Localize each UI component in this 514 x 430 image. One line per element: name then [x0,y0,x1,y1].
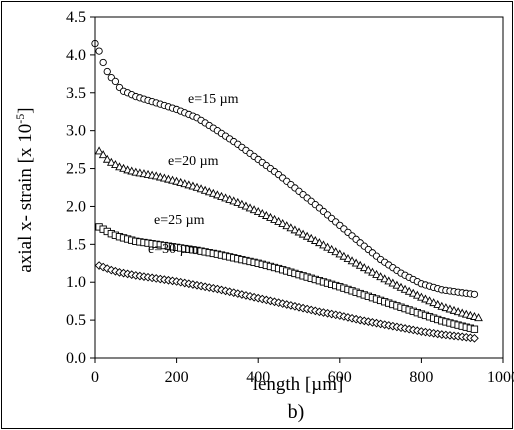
x-tick-label: 400 [246,369,270,386]
data-point [335,249,345,258]
y-tick-label: 0.5 [66,312,86,329]
y-tick-label: 4.0 [66,47,86,64]
data-point [282,221,292,230]
data-point [339,251,349,260]
data-point [302,231,312,240]
y-tick-label: 1.0 [66,274,86,291]
data-point [106,157,116,166]
data-point [111,160,120,169]
data-point [102,154,112,163]
data-point [474,313,483,322]
data-point [266,212,275,221]
data-point [429,298,438,307]
series-4 [94,261,479,343]
data-point [274,216,283,225]
data-point [425,296,434,305]
data-point [417,292,426,301]
y-axis-title-close: ] [15,107,36,113]
data-point [233,197,243,206]
data-point [286,223,296,232]
data-point [103,67,111,76]
data-point [412,290,422,299]
data-point [380,274,390,283]
y-tick-label: 0.0 [66,350,86,367]
y-tick-label: 4.5 [66,9,86,26]
y-tick-label: 2.5 [66,161,86,178]
series-2 [94,146,483,322]
series-3 [95,223,479,333]
data-point [94,146,104,155]
data-point [257,208,267,217]
data-point [470,325,479,333]
data-point [351,258,361,267]
x-tick-label: 0 [91,369,99,386]
data-marks [91,39,483,343]
y-tick-label: 3.0 [66,123,86,140]
data-point [111,77,120,86]
series-1 [91,39,479,298]
data-point [249,205,259,214]
data-point [298,229,308,238]
data-point [355,260,365,269]
series-label-4: e=30 µm [148,242,199,257]
data-point [237,199,247,208]
data-point [408,288,418,297]
data-point [290,225,300,234]
data-point [359,263,369,272]
y-tick-label: 2.0 [66,198,86,215]
data-point [343,253,353,262]
data-point [98,150,108,159]
data-point [470,290,479,298]
data-point [347,256,357,265]
series-labels: e=15 µm e=20 µm e=25 µm e=30 µm [148,92,239,257]
data-point [310,235,320,244]
data-point [294,227,304,236]
data-point [245,203,255,212]
data-point [384,276,394,285]
data-point [99,58,107,67]
data-point [262,210,271,219]
data-point [278,218,288,227]
y-axis-title-exponent: -5 [13,114,27,124]
data-point [368,267,377,276]
data-point [400,284,410,293]
data-point [404,286,414,295]
series-label-3: e=25 µm [154,213,205,228]
data-point [327,244,336,253]
y-tick-label: 1.5 [66,236,86,253]
series-label-2: e=20 µm [168,154,219,169]
axis-ticks: 0.0 0.5 1.0 1.5 2.0 2.5 3.0 3.5 4.0 4.5 0 200 400 600… [66,9,514,386]
data-point [331,247,341,256]
data-point [315,238,324,247]
series-label-1: e=15 µm [188,92,239,107]
data-point [102,264,112,273]
data-point [433,299,443,308]
x-tick-label: 1000 [487,369,514,386]
data-point [253,207,263,215]
y-tick-label: 3.5 [66,85,86,102]
data-point [270,214,279,223]
figure-caption: b) [288,401,305,423]
x-axis-title: length [µm] [253,374,344,395]
data-point [388,278,398,287]
data-point [241,201,251,210]
x-tick-label: 200 [165,369,189,386]
data-point [306,233,316,242]
data-point [364,265,373,274]
data-point [372,269,381,278]
x-tick-label: 600 [328,369,352,386]
data-point [95,47,103,55]
data-point [396,282,406,291]
data-point [421,294,430,303]
x-tick-label: 800 [409,369,433,386]
data-point [376,272,385,281]
data-point [392,280,402,289]
data-point [323,242,332,251]
data-point [319,240,328,249]
y-axis-title-main: axial x- strain [x 10 [15,124,36,273]
y-axis-title: axial x- strain [x 10-5] [13,107,36,272]
data-point [470,333,479,343]
